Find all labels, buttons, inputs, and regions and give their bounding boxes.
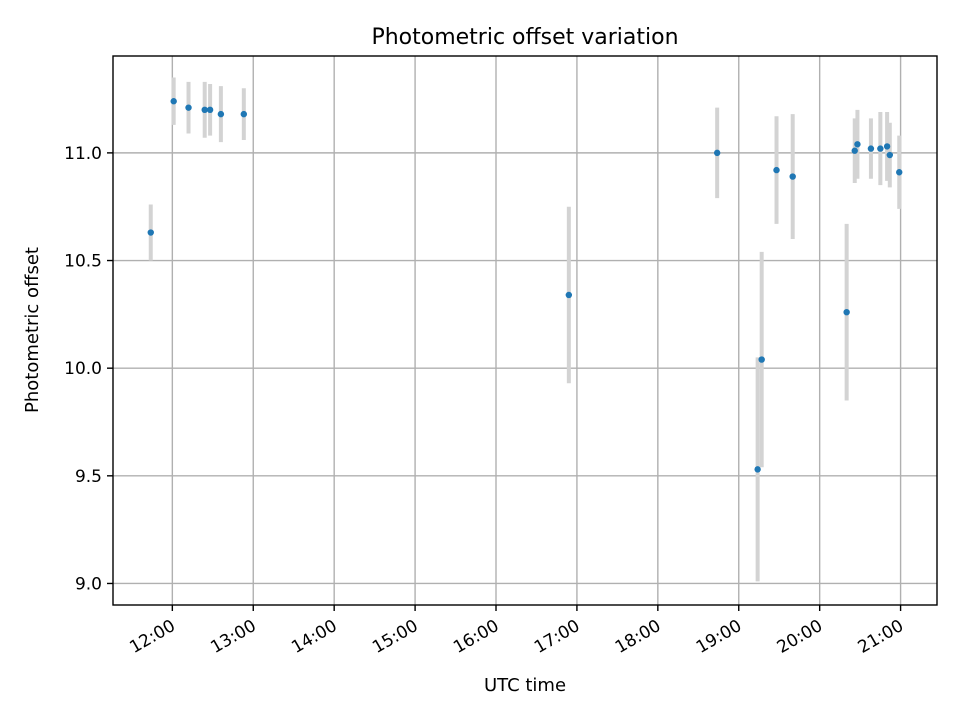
data-point	[851, 147, 858, 154]
data-point	[565, 291, 573, 299]
data-point	[170, 98, 177, 105]
y-axis-label: Photometric offset	[22, 247, 43, 413]
data-point	[758, 356, 765, 363]
data-point	[713, 149, 721, 157]
data-point	[789, 173, 796, 180]
data-point	[201, 106, 208, 114]
data-point	[843, 309, 850, 316]
marker-layer	[147, 98, 903, 473]
chart-title: Photometric offset variation	[371, 25, 678, 50]
data-point	[896, 169, 903, 176]
data-point	[147, 229, 154, 236]
data-point	[854, 141, 861, 148]
data-point	[883, 143, 891, 150]
data-point	[886, 151, 893, 159]
data-point	[206, 106, 214, 114]
data-point	[877, 145, 884, 152]
x-axis-label: UTC time	[484, 675, 566, 696]
data-point	[217, 110, 225, 118]
plot-frame	[112, 55, 938, 606]
data-point	[240, 110, 248, 118]
data-point	[867, 145, 875, 152]
grid-layer	[113, 56, 937, 605]
y-tick-label: 11.0	[64, 144, 102, 164]
data-point	[754, 466, 761, 473]
data-point	[773, 166, 780, 174]
y-tick-label: 10.5	[64, 252, 102, 272]
y-tick-label: 10.0	[64, 359, 102, 379]
y-tick-label: 9.0	[75, 574, 102, 594]
y-tick-label: 9.5	[75, 467, 102, 487]
data-point	[185, 104, 192, 111]
